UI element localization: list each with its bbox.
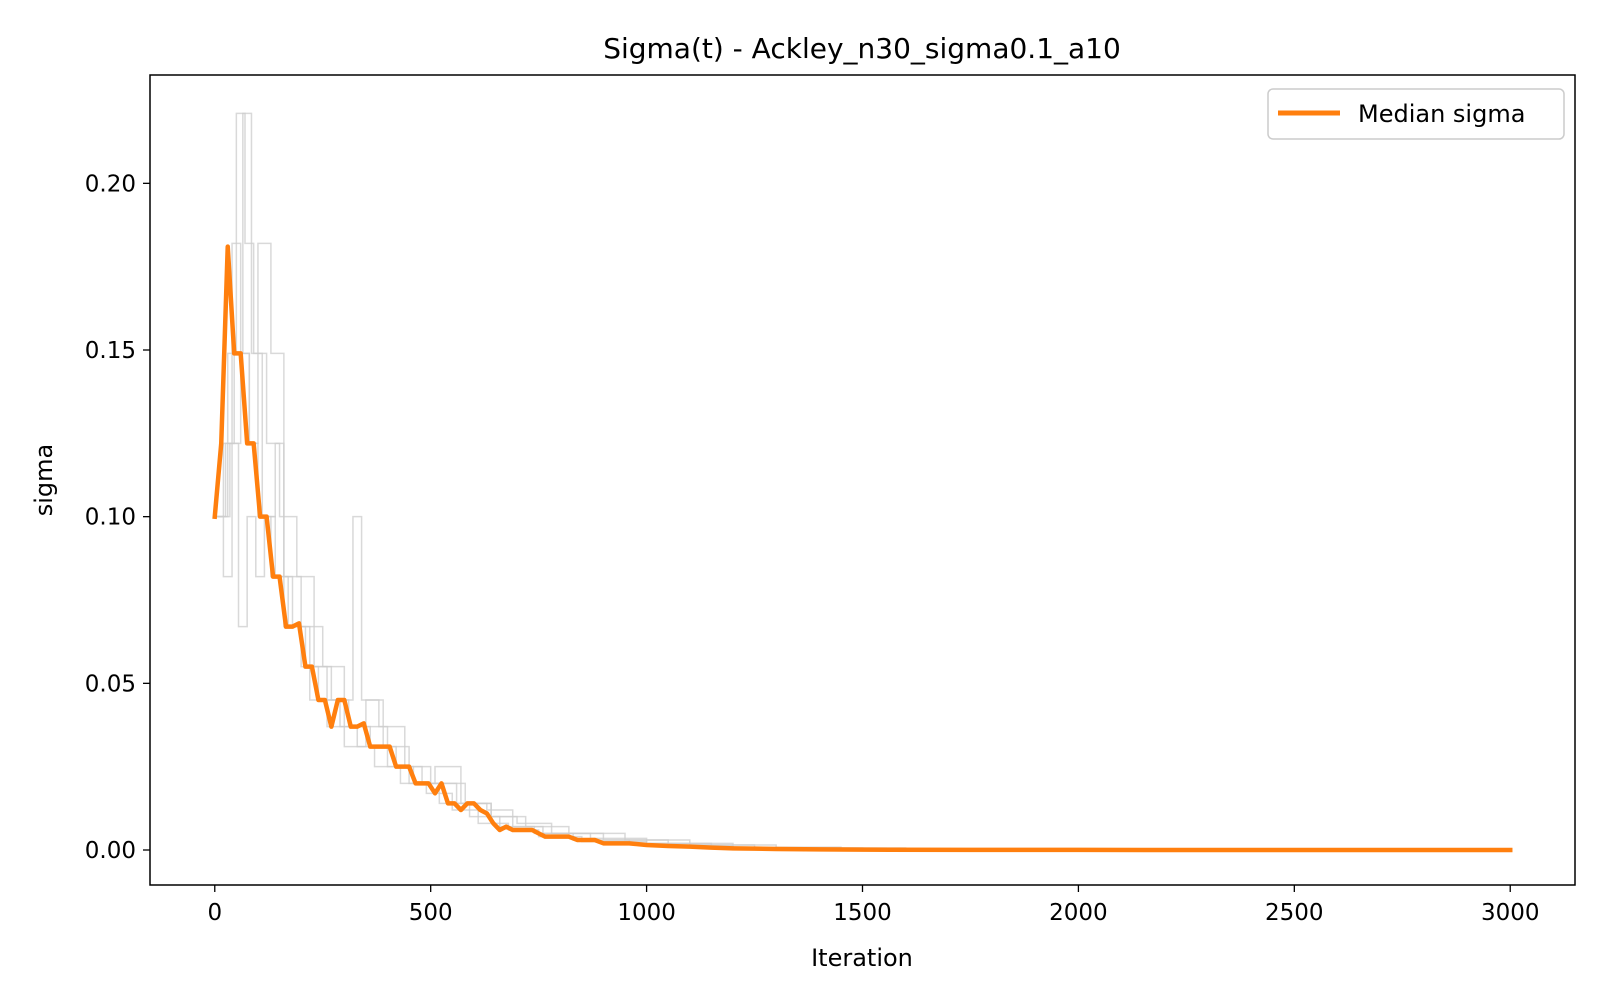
x-tick-label: 3000	[1481, 900, 1540, 926]
y-tick-label: 0.10	[85, 505, 136, 531]
legend: Median sigma	[1267, 88, 1565, 140]
y-tick-label: 0.20	[85, 171, 136, 197]
x-axis-label: Iteration	[811, 944, 913, 972]
x-tick-label: 2000	[1049, 900, 1108, 926]
x-tick-label: 1500	[833, 900, 892, 926]
y-axis-label: sigma	[30, 444, 58, 517]
x-axis-ticks: 0 500 1000 1500 2000 2500 3000	[207, 885, 1540, 926]
y-tick-label: 0.05	[85, 671, 136, 697]
median-series	[212, 244, 1513, 853]
x-tick-label: 2500	[1265, 900, 1324, 926]
legend-label-median: Median sigma	[1358, 100, 1525, 128]
x-tick-label: 1000	[617, 900, 676, 926]
run-line-5	[214, 242, 1511, 851]
plot-area: 0 500 1000 1500 2000 2500 3000 0.00 0.05 0.10 0.1…	[85, 74, 1576, 926]
median-sigma-line	[212, 244, 1513, 853]
y-tick-label: 0.00	[85, 838, 136, 864]
y-axis-ticks: 0.00 0.05 0.10 0.15 0.20	[85, 171, 150, 864]
y-tick-label: 0.15	[85, 338, 136, 364]
x-tick-label: 500	[409, 900, 453, 926]
chart-title: Sigma(t) - Ackley_n30_sigma0.1_a10	[603, 32, 1121, 65]
legend-box	[1267, 88, 1565, 140]
x-tick-label: 0	[207, 900, 222, 926]
